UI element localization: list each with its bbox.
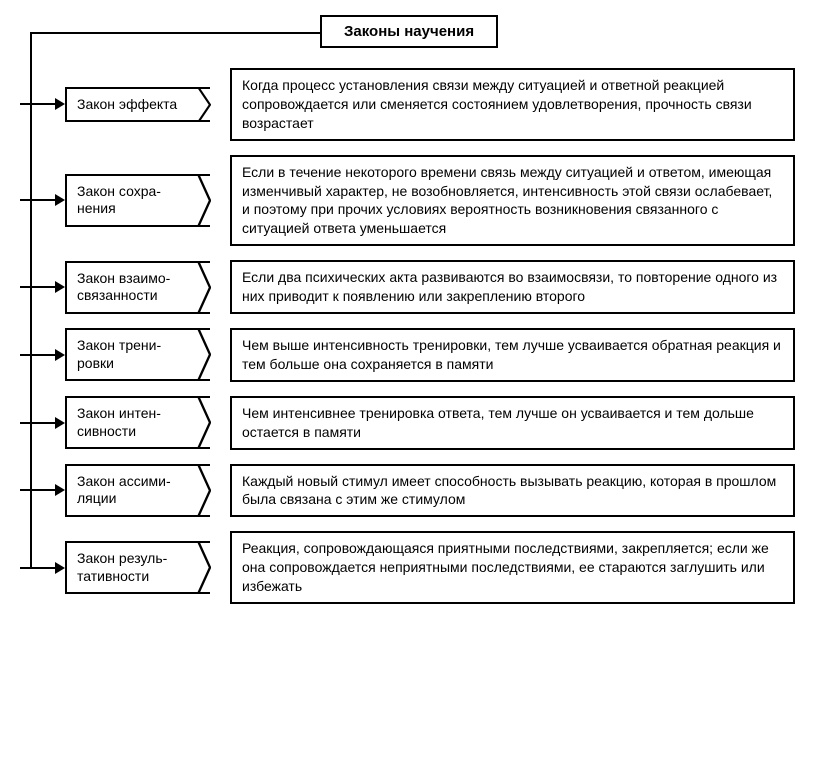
chevron-right-icon — [197, 396, 211, 449]
diagram-title: Законы научения — [320, 15, 498, 48]
branch-arrow — [20, 98, 65, 110]
law-description-box: Чем интенсивнее тренировка ответа, тем л… — [230, 396, 795, 450]
chevron-right-icon — [197, 328, 211, 381]
branch-arrow — [20, 417, 65, 429]
law-row: Закон ассими­ляции Каждый новый стимул им… — [20, 464, 795, 518]
law-name-box: Закон взаимо­связанности — [65, 261, 210, 314]
law-name-label: Закон трени­ровки — [77, 337, 190, 372]
branch-arrow — [20, 562, 65, 574]
law-rows: Закон эффекта Когда процесс установления … — [20, 68, 795, 604]
law-description-box: Если два психических акта развиваются во… — [230, 260, 795, 314]
branch-arrow — [20, 194, 65, 206]
branch-arrow — [20, 349, 65, 361]
law-name-label: Закон сохра­нения — [77, 183, 190, 218]
title-connector-horizontal — [30, 32, 320, 34]
branch-arrow — [20, 281, 65, 293]
law-name-label: Закон взаимо­связанности — [77, 270, 190, 305]
learning-laws-diagram: Законы научения Закон эффекта Когда проце… — [20, 15, 795, 604]
law-description-box: Когда процесс установления связи между с… — [230, 68, 795, 141]
law-row: Закон сохра­нения Если в течение некоторо… — [20, 155, 795, 247]
chevron-right-icon — [197, 174, 211, 227]
law-row: Закон взаимо­связанности Если два психиче… — [20, 260, 795, 314]
chevron-right-icon — [197, 464, 211, 517]
law-description-box: Каждый новый стимул имеет способность вы… — [230, 464, 795, 518]
law-row: Закон трени­ровки Чем выше интенсивность … — [20, 328, 795, 382]
law-name-label: Закон интен­сивности — [77, 405, 190, 440]
chevron-right-icon — [197, 541, 211, 594]
law-name-box: Закон эффекта — [65, 87, 210, 123]
law-description-box: Чем выше интенсивность тренировки, тем л… — [230, 328, 795, 382]
law-name-box: Закон интен­сивности — [65, 396, 210, 449]
law-row: Закон интен­сивности Чем интенсивнее трен… — [20, 396, 795, 450]
law-name-label: Закон ассими­ляции — [77, 473, 190, 508]
law-name-label: Закон резуль­тативности — [77, 550, 190, 585]
law-row: Закон эффекта Когда процесс установления … — [20, 68, 795, 141]
chevron-right-icon — [197, 87, 211, 123]
law-name-box: Закон резуль­тативности — [65, 541, 210, 594]
law-description-box: Если в течение некоторого времени связь … — [230, 155, 795, 247]
law-name-box: Закон сохра­нения — [65, 174, 210, 227]
law-name-box: Закон трени­ровки — [65, 328, 210, 381]
law-description-box: Реакция, сопровождающаяся приятными посл… — [230, 531, 795, 604]
branch-arrow — [20, 484, 65, 496]
chevron-right-icon — [197, 261, 211, 314]
law-row: Закон резуль­тативности Реакция, сопровож… — [20, 531, 795, 604]
law-name-label: Закон эффекта — [77, 96, 177, 114]
law-name-box: Закон ассими­ляции — [65, 464, 210, 517]
